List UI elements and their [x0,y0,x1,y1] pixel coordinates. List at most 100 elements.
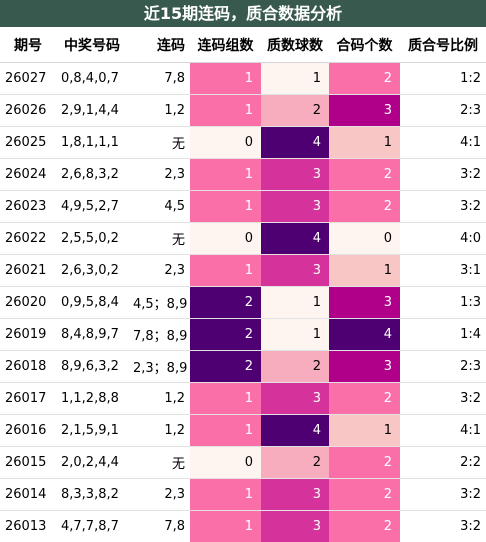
consecutive-cell: 无 [128,127,190,159]
consecutive-groups-cell: 1 [190,191,261,223]
prime-count-cell: 1 [261,63,329,95]
ratio-cell: 2:2 [400,447,486,479]
header-numbers: 中奖号码 [56,27,128,63]
consecutive-cell: 1,2 [128,95,190,127]
composite-count-cell: 2 [329,511,400,542]
consecutive-cell: 4,5；8,9 [128,287,190,319]
consecutive-groups-cell: 1 [190,511,261,542]
prime-count-cell: 4 [261,127,329,159]
consecutive-groups-cell: 0 [190,127,261,159]
numbers-cell: 2,6,3,0,2 [56,255,128,287]
ratio-cell: 2:3 [400,95,486,127]
composite-count-cell: 0 [329,223,400,255]
issue-cell: 26027 [0,63,56,95]
numbers-cell: 2,1,5,9,1 [56,415,128,447]
consecutive-cell: 7,8 [128,63,190,95]
numbers-cell: 1,1,2,8,8 [56,383,128,415]
consecutive-groups-cell: 1 [190,255,261,287]
consecutive-groups-cell: 1 [190,383,261,415]
issue-cell: 26025 [0,127,56,159]
composite-count-cell: 4 [329,319,400,351]
issue-cell: 26014 [0,479,56,511]
numbers-cell: 8,9,6,3,2 [56,351,128,383]
consecutive-groups-cell: 1 [190,415,261,447]
issue-cell: 26020 [0,287,56,319]
consecutive-groups-cell: 1 [190,159,261,191]
header-consecutive: 连码 [128,27,190,63]
composite-count-cell: 3 [329,287,400,319]
consecutive-groups-cell: 0 [190,447,261,479]
ratio-cell: 4:1 [400,415,486,447]
composite-count-cell: 2 [329,383,400,415]
prime-count-cell: 1 [261,287,329,319]
ratio-cell: 1:2 [400,63,486,95]
header-consecutive-groups: 连码组数 [190,27,261,63]
composite-count-cell: 1 [329,255,400,287]
consecutive-cell: 2,3 [128,479,190,511]
ratio-cell: 3:2 [400,511,486,542]
prime-count-cell: 2 [261,351,329,383]
prime-count-cell: 3 [261,479,329,511]
ratio-cell: 1:4 [400,319,486,351]
ratio-cell: 4:1 [400,127,486,159]
numbers-cell: 1,8,1,1,1 [56,127,128,159]
ratio-cell: 3:2 [400,159,486,191]
issue-cell: 26018 [0,351,56,383]
consecutive-cell: 7,8；8,9 [128,319,190,351]
numbers-cell: 4,7,7,8,7 [56,511,128,542]
issue-cell: 26022 [0,223,56,255]
prime-count-cell: 3 [261,255,329,287]
ratio-cell: 1:3 [400,287,486,319]
composite-count-cell: 3 [329,95,400,127]
numbers-cell: 2,9,1,4,4 [56,95,128,127]
composite-count-cell: 2 [329,191,400,223]
numbers-cell: 8,3,3,8,2 [56,479,128,511]
numbers-cell: 2,5,5,0,2 [56,223,128,255]
consecutive-cell: 1,2 [128,383,190,415]
consecutive-groups-cell: 2 [190,319,261,351]
issue-cell: 26017 [0,383,56,415]
ratio-cell: 3:1 [400,255,486,287]
composite-count-cell: 3 [329,351,400,383]
issue-cell: 26026 [0,95,56,127]
prime-count-cell: 2 [261,95,329,127]
composite-count-cell: 1 [329,127,400,159]
consecutive-cell: 无 [128,447,190,479]
consecutive-cell: 1,2 [128,415,190,447]
prime-count-cell: 3 [261,383,329,415]
header-row: 期号 中奖号码 连码 连码组数 质数球数 合码个数 质合号比例 [0,27,486,63]
consecutive-cell: 2,3 [128,255,190,287]
consecutive-cell: 4,5 [128,191,190,223]
consecutive-groups-cell: 1 [190,63,261,95]
prime-count-cell: 4 [261,223,329,255]
composite-count-cell: 2 [329,447,400,479]
issue-cell: 26016 [0,415,56,447]
prime-count-cell: 3 [261,159,329,191]
composite-count-cell: 1 [329,415,400,447]
issue-cell: 26024 [0,159,56,191]
prime-count-cell: 4 [261,415,329,447]
issue-cell: 26013 [0,511,56,542]
numbers-cell: 8,4,8,9,7 [56,319,128,351]
numbers-cell: 0,9,5,8,4 [56,287,128,319]
consecutive-cell: 2,3 [128,159,190,191]
consecutive-groups-cell: 2 [190,351,261,383]
header-prime-count: 质数球数 [261,27,329,63]
